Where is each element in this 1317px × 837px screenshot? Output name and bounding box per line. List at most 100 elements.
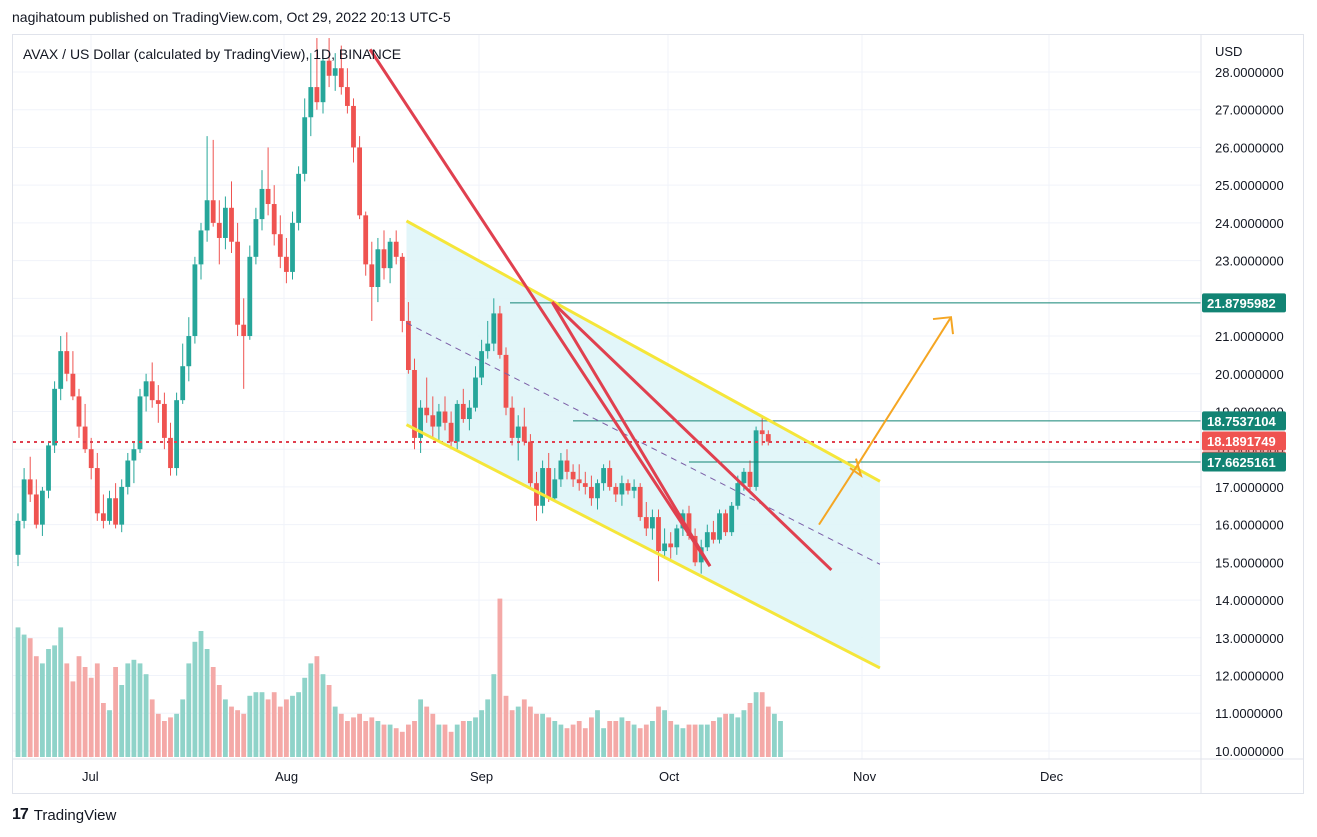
candle-body bbox=[692, 535, 698, 563]
candle-body bbox=[589, 486, 594, 499]
candle-body bbox=[552, 479, 558, 499]
volume-bar bbox=[253, 692, 259, 757]
volume-bar bbox=[430, 713, 436, 757]
time-axis[interactable]: Jul Aug Sep Oct Nov Dec bbox=[13, 758, 1303, 784]
tradingview-logo[interactable]: 17 TradingView bbox=[12, 806, 116, 824]
candle-body bbox=[521, 426, 527, 442]
volume-bar bbox=[656, 706, 661, 757]
volume-bar bbox=[76, 656, 82, 757]
volume-bar bbox=[589, 717, 594, 757]
candle-body bbox=[540, 468, 545, 506]
volume-bar bbox=[650, 721, 655, 757]
candle-body bbox=[595, 483, 600, 499]
candle-body bbox=[631, 486, 637, 491]
volume-bar bbox=[40, 663, 45, 757]
volume-bar bbox=[82, 667, 88, 757]
candle-body bbox=[204, 200, 210, 231]
candle-body bbox=[357, 147, 362, 216]
channel-upper-line bbox=[405, 219, 881, 483]
candle-body bbox=[338, 68, 344, 88]
candle-body bbox=[424, 407, 430, 416]
candle-body bbox=[192, 264, 198, 337]
volume-bar bbox=[436, 724, 442, 757]
candle-body bbox=[759, 430, 765, 435]
candle-body bbox=[119, 486, 125, 525]
volume-bar bbox=[338, 713, 344, 757]
candle-body bbox=[399, 256, 405, 321]
x-tick-label: Aug bbox=[275, 769, 298, 784]
y-tick-label: 27.0000000 bbox=[1215, 103, 1284, 118]
candle-body bbox=[619, 483, 625, 495]
candle-body bbox=[662, 543, 667, 552]
candlestick-chart[interactable]: 10.0000000 11.0000000 12.0000000 13.0000000… bbox=[13, 35, 1303, 793]
candle-body bbox=[668, 543, 674, 548]
volume-bar bbox=[552, 721, 558, 757]
trend-line-steep bbox=[368, 48, 712, 567]
volume-bar bbox=[772, 713, 777, 757]
y-tick-label: 24.0000000 bbox=[1215, 216, 1284, 231]
candle-body bbox=[216, 222, 222, 238]
volume-bar bbox=[46, 649, 51, 757]
candle-body bbox=[650, 517, 655, 529]
volume-bar bbox=[204, 649, 210, 757]
candle-body bbox=[515, 426, 521, 438]
candle-body bbox=[369, 264, 375, 288]
y-tick-label: 12.0000000 bbox=[1215, 669, 1284, 684]
candle-body bbox=[576, 479, 582, 484]
volume-bar bbox=[259, 692, 265, 757]
volume-bar bbox=[363, 721, 369, 757]
candle-body bbox=[430, 415, 436, 427]
x-tick-label: Dec bbox=[1040, 769, 1064, 784]
candle-body bbox=[58, 351, 64, 389]
drawings bbox=[13, 48, 1201, 670]
candle-body bbox=[656, 517, 661, 552]
volume-bar bbox=[143, 674, 149, 757]
volume-bar bbox=[399, 731, 405, 757]
candle-body bbox=[717, 513, 722, 540]
volume-bar bbox=[613, 721, 619, 757]
candle-body bbox=[460, 403, 466, 420]
candle-body bbox=[101, 513, 106, 521]
candle-body bbox=[412, 369, 417, 438]
candle-body bbox=[235, 241, 240, 325]
candle-body bbox=[15, 520, 21, 555]
volume-bar bbox=[357, 713, 362, 757]
volume-bar bbox=[412, 721, 417, 757]
volume-bar bbox=[52, 645, 57, 757]
x-tick-label: Oct bbox=[659, 769, 680, 784]
price-axis[interactable]: 10.0000000 11.0000000 12.0000000 13.0000000… bbox=[1200, 35, 1286, 793]
volume-bar bbox=[308, 663, 314, 757]
candle-body bbox=[137, 396, 143, 450]
volume-bar bbox=[570, 724, 576, 757]
projection-arrowhead-2 bbox=[932, 316, 954, 335]
volume-bar bbox=[558, 724, 564, 757]
volume-bar bbox=[631, 724, 637, 757]
chart-frame[interactable]: 10.0000000 11.0000000 12.0000000 13.0000000… bbox=[12, 34, 1304, 794]
volume-bar bbox=[223, 699, 228, 757]
volume-bar bbox=[692, 724, 698, 757]
volume-bar bbox=[314, 656, 320, 757]
candle-body bbox=[296, 173, 301, 223]
candle-body bbox=[320, 60, 326, 103]
candle-body bbox=[503, 354, 509, 408]
price-tag-label: 18.7537104 bbox=[1207, 414, 1276, 429]
channel-lower-line bbox=[405, 423, 881, 670]
x-tick-label: Nov bbox=[853, 769, 877, 784]
candle-body bbox=[454, 403, 460, 442]
candles bbox=[15, 38, 771, 582]
volume-bar bbox=[88, 677, 94, 757]
candle-body bbox=[442, 411, 448, 423]
volume-bar bbox=[210, 667, 216, 757]
candle-body bbox=[564, 460, 570, 472]
tradingview-brand: TradingView bbox=[33, 806, 117, 824]
trend-line-mid bbox=[550, 301, 712, 567]
candle-body bbox=[607, 468, 613, 487]
channel-fill bbox=[406, 220, 880, 668]
candle-body bbox=[436, 411, 442, 427]
volume-bar bbox=[467, 721, 472, 757]
volume-bar bbox=[759, 692, 765, 757]
candle-body bbox=[601, 468, 606, 484]
candle-body bbox=[290, 222, 295, 272]
y-tick-label: 21.0000000 bbox=[1215, 329, 1284, 344]
volume-bar bbox=[473, 717, 478, 757]
